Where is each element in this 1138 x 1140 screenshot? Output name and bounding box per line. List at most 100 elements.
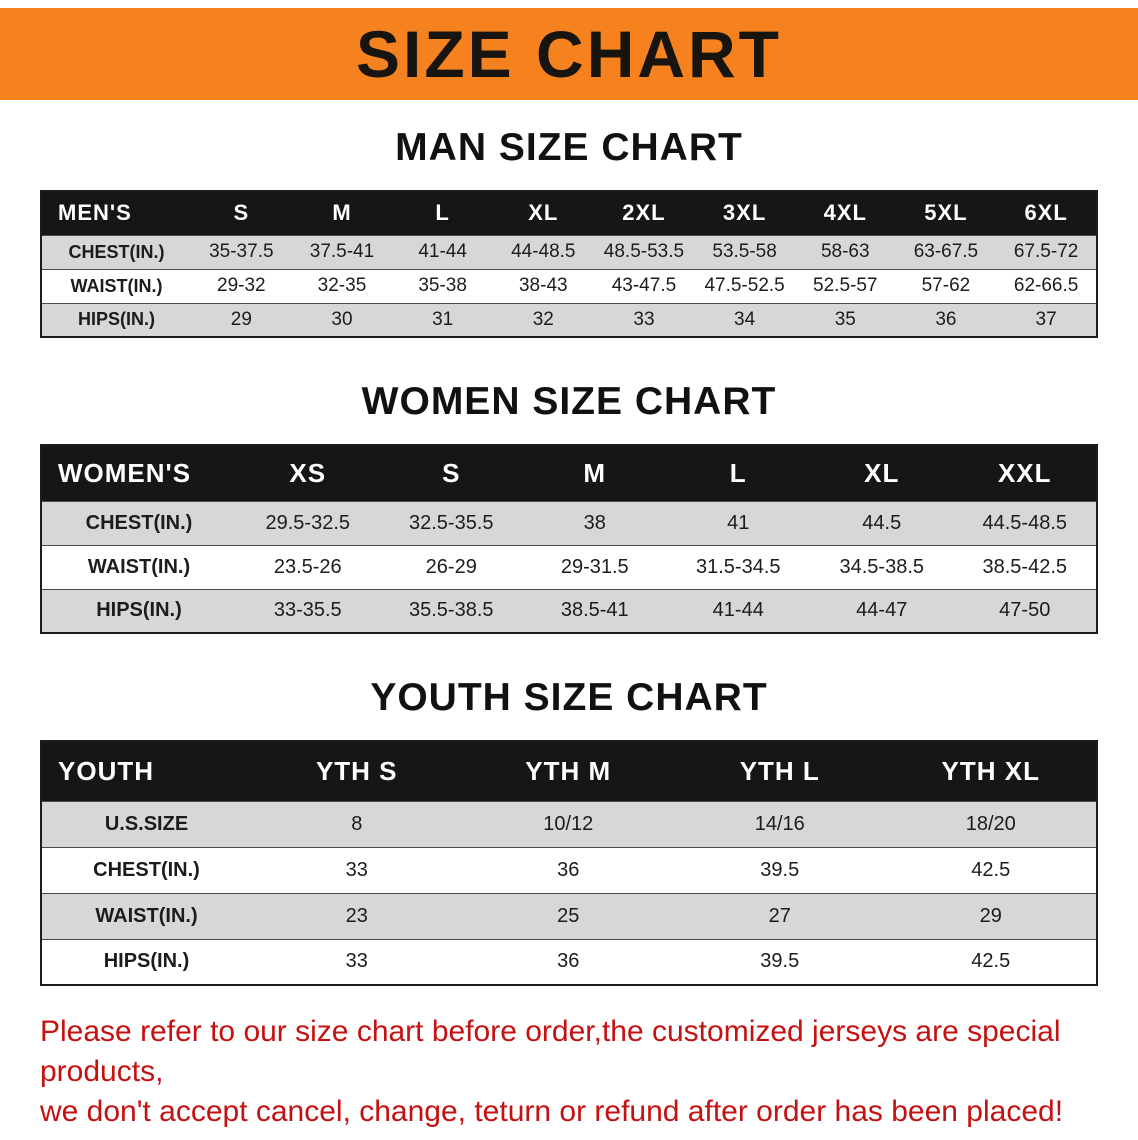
column-header: L bbox=[392, 191, 493, 235]
column-header: YTH S bbox=[251, 741, 463, 801]
column-header: MEN'S bbox=[41, 191, 191, 235]
table-cell: 47.5-52.5 bbox=[694, 268, 795, 303]
order-policy-note-line2: we don't accept cancel, change, teturn o… bbox=[40, 1095, 1064, 1128]
row-label: CHEST(IN.) bbox=[41, 846, 251, 893]
table-cell: 27 bbox=[674, 892, 886, 939]
table-cell: 34.5-38.5 bbox=[810, 544, 954, 589]
column-header: WOMEN'S bbox=[41, 445, 236, 501]
column-header: M bbox=[291, 191, 393, 235]
table-row: WAIST(IN.) 29-32 32-35 35-38 38-43 43-47… bbox=[41, 268, 1097, 303]
table-cell: 8 bbox=[251, 800, 463, 847]
order-policy-note: Please refer to our size chart before or… bbox=[40, 1012, 1098, 1132]
women-size-table: WOMEN'S XS S M L XL XXL CHEST(IN.) 29.5-… bbox=[40, 444, 1098, 634]
table-cell: 36 bbox=[895, 302, 997, 337]
table-cell: 42.5 bbox=[885, 938, 1097, 985]
table-cell: 29 bbox=[191, 302, 292, 337]
table-cell: 57-62 bbox=[895, 268, 997, 303]
table-cell: 53.5-58 bbox=[694, 234, 795, 269]
table-cell: 23 bbox=[251, 892, 463, 939]
table-cell: 44.5-48.5 bbox=[953, 500, 1097, 545]
row-label: HIPS(IN.) bbox=[41, 588, 236, 633]
men-size-table: MEN'S S M L XL 2XL 3XL 4XL 5XL 6XL CHEST… bbox=[40, 190, 1098, 338]
table-cell: 32 bbox=[492, 302, 594, 337]
table-cell: 37.5-41 bbox=[291, 234, 393, 269]
table-cell: 67.5-72 bbox=[996, 234, 1097, 269]
column-header: YTH M bbox=[462, 741, 674, 801]
table-cell: 39.5 bbox=[674, 846, 886, 893]
table-cell: 30 bbox=[291, 302, 393, 337]
column-header: M bbox=[523, 445, 667, 501]
order-policy-note-line1: Please refer to our size chart before or… bbox=[40, 1015, 1061, 1088]
row-label: HIPS(IN.) bbox=[41, 302, 191, 337]
table-cell: 32-35 bbox=[291, 268, 393, 303]
table-cell: 31.5-34.5 bbox=[666, 544, 810, 589]
table-cell: 35-38 bbox=[392, 268, 493, 303]
table-cell: 10/12 bbox=[462, 800, 674, 847]
women-chart-title: WOMEN SIZE CHART bbox=[361, 380, 777, 423]
table-cell: 39.5 bbox=[674, 938, 886, 985]
table-cell: 43-47.5 bbox=[593, 268, 695, 303]
row-label: CHEST(IN.) bbox=[41, 500, 236, 545]
row-label: HIPS(IN.) bbox=[41, 938, 251, 985]
youth-chart-title: YOUTH SIZE CHART bbox=[370, 676, 768, 719]
table-cell: 41-44 bbox=[666, 588, 810, 633]
table-cell: 62-66.5 bbox=[996, 268, 1097, 303]
table-cell: 38.5-41 bbox=[523, 588, 667, 633]
table-cell: 29 bbox=[885, 892, 1097, 939]
table-cell: 52.5-57 bbox=[794, 268, 896, 303]
size-chart-banner: SIZE CHART bbox=[0, 8, 1138, 100]
column-header: XS bbox=[236, 445, 380, 501]
table-cell: 42.5 bbox=[885, 846, 1097, 893]
table-cell: 41-44 bbox=[392, 234, 493, 269]
column-header: 3XL bbox=[694, 191, 795, 235]
column-header: XL bbox=[492, 191, 594, 235]
table-cell: 29-32 bbox=[191, 268, 292, 303]
column-header: L bbox=[666, 445, 810, 501]
women-table-header-row: WOMEN'S XS S M L XL XXL bbox=[41, 445, 1097, 501]
table-row: CHEST(IN.) 33 36 39.5 42.5 bbox=[41, 846, 1097, 893]
table-cell: 33 bbox=[251, 938, 463, 985]
table-row: WAIST(IN.) 23 25 27 29 bbox=[41, 892, 1097, 939]
table-row: HIPS(IN.) 33-35.5 35.5-38.5 38.5-41 41-4… bbox=[41, 588, 1097, 633]
table-cell: 14/16 bbox=[674, 800, 886, 847]
men-table-header-row: MEN'S S M L XL 2XL 3XL 4XL 5XL 6XL bbox=[41, 191, 1097, 235]
column-header: S bbox=[379, 445, 523, 501]
table-cell: 34 bbox=[694, 302, 795, 337]
youth-size-chart-section: YOUTH SIZE CHART YOUTH YTH S YTH M YTH L… bbox=[0, 676, 1138, 986]
table-row: HIPS(IN.) 33 36 39.5 42.5 bbox=[41, 938, 1097, 985]
column-header: 4XL bbox=[794, 191, 896, 235]
table-cell: 33-35.5 bbox=[236, 588, 380, 633]
table-cell: 35 bbox=[794, 302, 896, 337]
youth-size-table: YOUTH YTH S YTH M YTH L YTH XL U.S.SIZE … bbox=[40, 740, 1098, 986]
column-header: XXL bbox=[953, 445, 1097, 501]
table-cell: 29.5-32.5 bbox=[236, 500, 380, 545]
women-size-chart-section: WOMEN SIZE CHART WOMEN'S XS S M L XL XXL… bbox=[0, 380, 1138, 634]
table-cell: 26-29 bbox=[379, 544, 523, 589]
table-cell: 58-63 bbox=[794, 234, 896, 269]
table-cell: 44-47 bbox=[810, 588, 954, 633]
table-cell: 38 bbox=[523, 500, 667, 545]
row-label: WAIST(IN.) bbox=[41, 544, 236, 589]
table-cell: 47-50 bbox=[953, 588, 1097, 633]
table-cell: 41 bbox=[666, 500, 810, 545]
table-cell: 36 bbox=[462, 938, 674, 985]
youth-table-header-row: YOUTH YTH S YTH M YTH L YTH XL bbox=[41, 741, 1097, 801]
row-label: WAIST(IN.) bbox=[41, 268, 191, 303]
table-cell: 18/20 bbox=[885, 800, 1097, 847]
column-header: 5XL bbox=[895, 191, 997, 235]
column-header: 6XL bbox=[996, 191, 1097, 235]
table-row: CHEST(IN.) 29.5-32.5 32.5-35.5 38 41 44.… bbox=[41, 500, 1097, 545]
table-row: HIPS(IN.) 29 30 31 32 33 34 35 36 37 bbox=[41, 302, 1097, 337]
table-cell: 23.5-26 bbox=[236, 544, 380, 589]
table-cell: 44.5 bbox=[810, 500, 954, 545]
table-row: CHEST(IN.) 35-37.5 37.5-41 41-44 44-48.5… bbox=[41, 234, 1097, 269]
page-title: SIZE CHART bbox=[356, 17, 782, 91]
men-chart-title: MAN SIZE CHART bbox=[395, 126, 743, 169]
column-header: S bbox=[191, 191, 292, 235]
table-cell: 63-67.5 bbox=[895, 234, 997, 269]
row-label: CHEST(IN.) bbox=[41, 234, 191, 269]
table-row: WAIST(IN.) 23.5-26 26-29 29-31.5 31.5-34… bbox=[41, 544, 1097, 589]
column-header: YTH XL bbox=[885, 741, 1097, 801]
men-size-chart-section: MAN SIZE CHART MEN'S S M L XL 2XL 3XL 4X… bbox=[0, 126, 1138, 338]
table-cell: 33 bbox=[593, 302, 695, 337]
